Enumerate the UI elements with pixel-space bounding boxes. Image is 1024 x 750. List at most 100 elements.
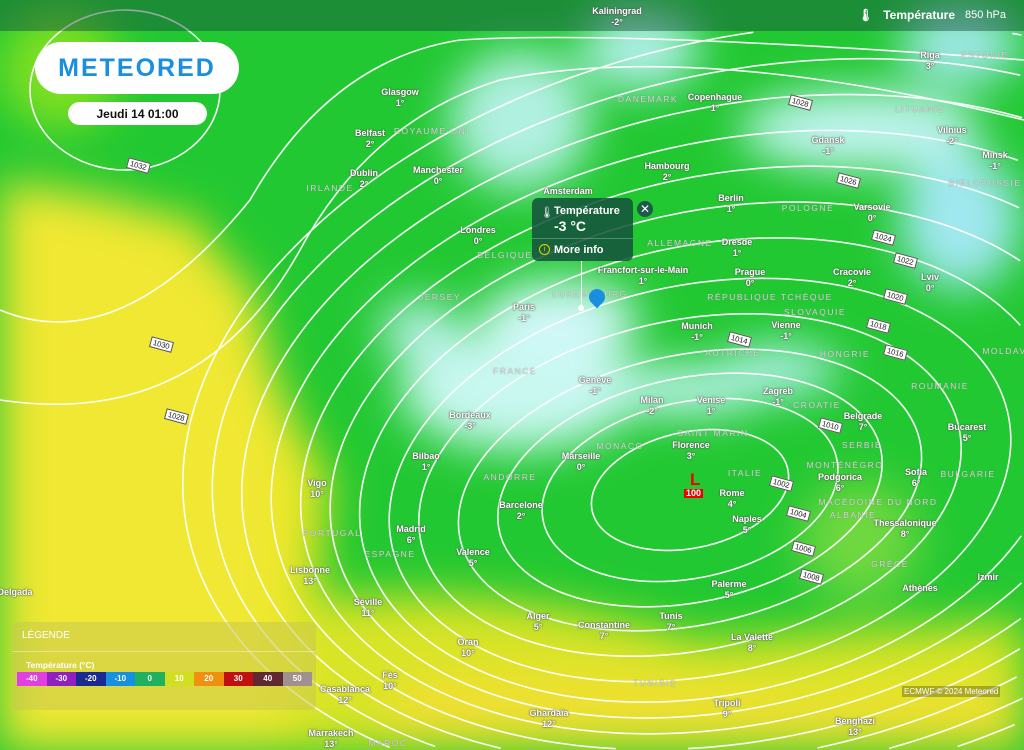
city-label[interactable]: Naples 5° [732,514,762,536]
city-label[interactable]: Berlin 1° [718,193,744,215]
city-label[interactable]: Manchester 0° [413,165,463,187]
city-name: Barcelone [499,500,543,510]
city-label[interactable]: Oran 10° [457,637,478,659]
city-label[interactable]: Kaliningrad -2° [592,6,642,28]
country-label: AUTRICHE [705,348,761,358]
city-label[interactable]: Amsterdam [543,186,593,197]
city-label[interactable]: Varsovie 0° [853,202,890,224]
city-label[interactable]: Gdansk -1° [811,135,844,157]
city-label[interactable]: Fès 10° [382,670,398,692]
more-info-link[interactable]: More info [554,244,604,256]
city-label[interactable]: Palerme 5° [711,579,746,601]
city-label[interactable]: Marrakech 13° [308,728,353,750]
city-temperature: 7° [599,631,609,641]
city-label[interactable]: Alger 5° [526,611,549,633]
city-name: Ghardaïa [529,708,569,718]
city-temperature: 0° [473,236,483,246]
city-temperature: 0° [925,283,935,293]
isobar [299,165,1022,735]
city-name: Hambourg [644,161,690,171]
city-label[interactable]: Athènes [902,583,938,594]
city-label[interactable]: Vienne -1° [771,320,800,342]
city-name: Cracovie [832,267,872,277]
top-bar: 🌡 Température 850 hPa [0,0,1024,31]
city-label[interactable]: Delgada [0,587,33,598]
city-name: Milan [640,395,664,405]
city-label[interactable]: Munich -1° [681,321,713,343]
city-label[interactable]: Cracovie 2° [833,267,871,289]
meteored-logo[interactable]: METEORED [35,42,239,94]
city-label[interactable]: Belfast 2° [355,128,385,150]
city-label[interactable]: Constantine 7° [578,620,630,642]
country-label: ALBANIE [829,510,877,520]
city-label[interactable]: Ghardaïa 12° [529,708,568,730]
city-label[interactable]: Zagreb -1° [763,386,793,408]
isobar [496,372,884,608]
layer-selector[interactable]: 🌡 Température 850 hPa [858,8,1006,22]
city-name: Dresde [721,237,753,247]
city-label[interactable]: Bucarest 5° [948,422,987,444]
city-label[interactable]: Casablanca 12° [320,684,370,706]
city-label[interactable]: Dublin 2° [350,168,378,190]
info-icon: i [539,244,550,255]
city-label[interactable]: Thessalonique 8° [873,518,936,540]
city-label[interactable]: Prague 0° [735,267,766,289]
city-label[interactable]: Marseille 0° [562,451,601,473]
city-label[interactable]: Minsk -1° [982,150,1008,172]
forecast-date[interactable]: Jeudi 14 01:00 [68,102,207,125]
city-label[interactable]: Hambourg 2° [645,161,690,183]
city-label[interactable]: Dresde 1° [722,237,753,259]
city-label[interactable]: Barcelone 2° [499,500,543,522]
city-label[interactable]: Tunis 7° [659,611,682,633]
city-label[interactable]: Lisbonne 13° [290,565,330,587]
city-label[interactable]: La Valette 8° [731,632,773,654]
city-label[interactable]: Belgrade 7° [844,411,883,433]
city-label[interactable]: Izmir [977,572,998,583]
city-name: Munich [681,321,713,331]
country-label: MONACO [596,441,644,451]
city-label[interactable]: Lviv 0° [921,272,939,294]
city-label[interactable]: Rome 4° [719,488,744,510]
city-name: Casablanca [319,684,371,694]
city-name: Sofia [904,467,928,477]
close-icon[interactable]: ✕ [637,201,653,217]
city-label[interactable]: Glasgow 1° [381,87,419,109]
popup-title: Température [554,205,620,217]
country-label: SAINT MARIN [677,428,749,438]
city-label[interactable]: Vigo 10° [307,478,326,500]
country-label: MACÉDOINE DU NORD [818,497,938,507]
city-name: Bilbao [412,451,440,461]
city-label[interactable]: Bilbao 1° [412,451,440,473]
city-temperature: 3° [925,61,935,71]
city-label[interactable]: Paris -1° [513,302,535,324]
city-label[interactable]: Milan -2° [640,395,663,417]
legend: LÉGENDE Température (°C) -40 -30 -20 -10 0 10… [12,622,316,710]
city-label[interactable]: Bordeaux -3° [449,410,491,432]
city-name: La Valette [730,632,774,642]
city-label[interactable]: Tripoli 9° [714,698,741,720]
city-label[interactable]: Valence 5° [456,547,490,569]
country-label: IRLANDE [306,183,354,193]
city-label[interactable]: Copenhague 1° [688,92,743,114]
city-label[interactable]: Genève -1° [579,375,612,397]
isobar [590,428,790,552]
city-label[interactable]: Séville 11° [354,597,383,619]
city-label[interactable]: Podgorica 6° [818,472,862,494]
city-name: Francfort-sur-le-Main [597,265,689,275]
city-label[interactable]: Madrid 6° [396,524,426,546]
divider [12,651,316,652]
city-label[interactable]: Florence 3° [672,440,710,462]
city-temperature: 5° [742,525,752,535]
city-label[interactable]: Riga 3° [920,50,940,72]
city-label[interactable]: Venise 1° [697,395,726,417]
city-label[interactable]: Londres 0° [460,225,496,247]
city-name: Thessalonique [873,518,937,528]
city-label[interactable]: Sofia 6° [905,467,927,489]
city-label[interactable]: Vilnius -2° [937,125,966,147]
city-label[interactable]: Francfort-sur-le-Main 1° [598,265,689,287]
pressure-level[interactable]: 850 hPa [965,9,1006,21]
country-label: ROYAUME-UNI [393,126,471,136]
scale-step: 10 [164,672,194,686]
city-label[interactable]: Benghazi 13° [835,716,875,738]
